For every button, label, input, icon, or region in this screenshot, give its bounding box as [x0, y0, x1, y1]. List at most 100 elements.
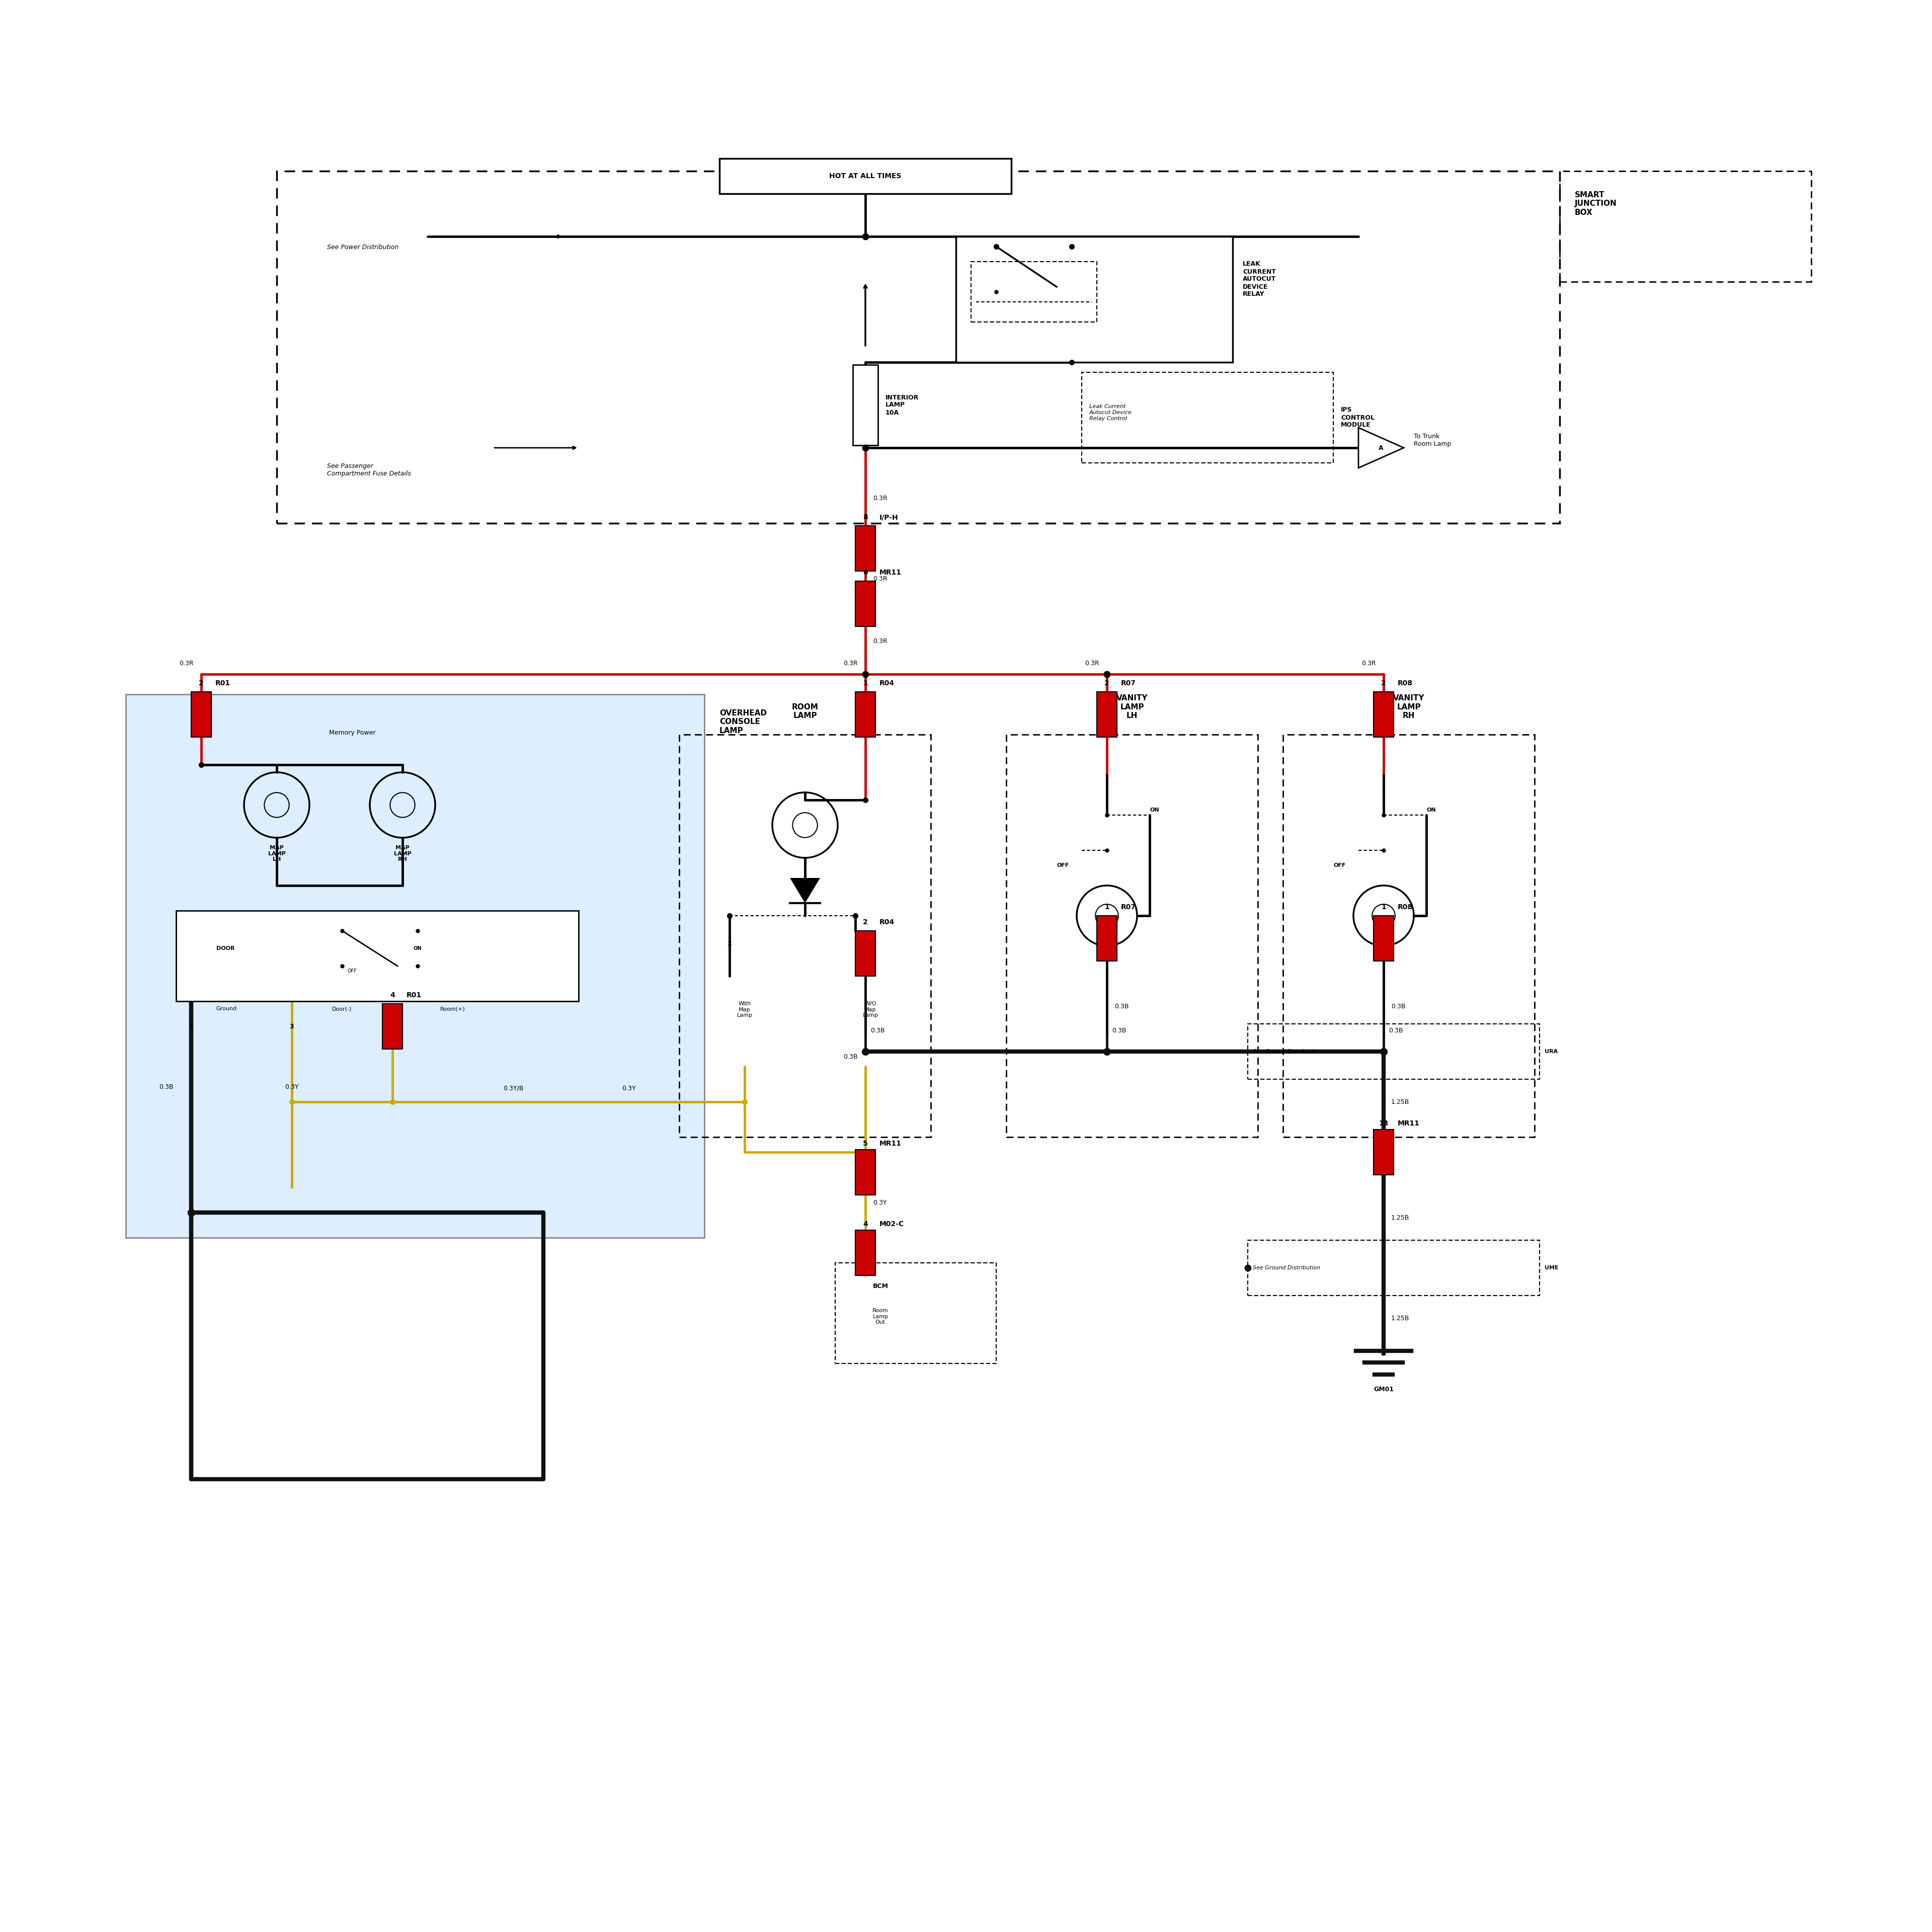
Bar — [1097, 692, 1117, 738]
Text: ON: ON — [413, 947, 421, 951]
Text: LEAK
CURRENT
AUTOCUT
DEVICE
RELAY: LEAK CURRENT AUTOCUT DEVICE RELAY — [1242, 261, 1275, 298]
Text: See Passenger
Compartment Fuse Details: See Passenger Compartment Fuse Details — [327, 464, 412, 477]
Text: See Power Distribution: See Power Distribution — [327, 243, 398, 251]
Text: HOT AT ALL TIMES: HOT AT ALL TIMES — [829, 172, 902, 180]
Text: MR11: MR11 — [879, 1140, 902, 1148]
Bar — [126, 694, 705, 1238]
Text: Room
Lamp
Out: Room Lamp Out — [873, 1308, 889, 1325]
Text: Ground: Ground — [216, 1007, 238, 1010]
Text: URA: URA — [1544, 1049, 1557, 1055]
Bar — [856, 1231, 875, 1275]
Text: BCM: BCM — [873, 1283, 889, 1289]
Text: 0.3R: 0.3R — [180, 661, 193, 667]
Text: 2: 2 — [1105, 680, 1109, 686]
Text: See Ground Distribution: See Ground Distribution — [1252, 1265, 1320, 1271]
Bar — [191, 692, 211, 738]
Text: Room(+): Room(+) — [440, 1007, 466, 1010]
Bar — [856, 692, 875, 738]
Bar — [719, 158, 1010, 193]
Text: ROOM
LAMP: ROOM LAMP — [792, 703, 819, 719]
Text: Leak Current
Autocut Device
Relay Control: Leak Current Autocut Device Relay Contro… — [1090, 404, 1132, 421]
Bar — [956, 236, 1233, 363]
Text: IPS
CONTROL
MODULE: IPS CONTROL MODULE — [1341, 408, 1374, 429]
Text: 0.3B: 0.3B — [871, 1028, 885, 1034]
Bar — [856, 931, 875, 976]
Text: 1.25B: 1.25B — [1391, 1215, 1410, 1221]
Text: 0.3B: 0.3B — [1113, 1028, 1126, 1034]
Text: R01: R01 — [406, 991, 421, 999]
Text: R08: R08 — [1397, 904, 1412, 910]
Text: 8: 8 — [864, 514, 867, 522]
Text: INTERIOR
LAMP
10A: INTERIOR LAMP 10A — [885, 394, 920, 415]
Text: 3: 3 — [290, 1024, 294, 1030]
Text: 0.3B: 0.3B — [1389, 1028, 1403, 1034]
Text: 0.3Y: 0.3Y — [873, 1200, 887, 1206]
Text: VANITY
LAMP
RH: VANITY LAMP RH — [1393, 694, 1424, 719]
Bar — [856, 582, 875, 626]
Text: 1: 1 — [864, 680, 867, 686]
Text: Memory Power: Memory Power — [328, 730, 375, 736]
Text: 0.3R: 0.3R — [873, 576, 887, 582]
Bar — [383, 1005, 402, 1049]
Text: DOOR: DOOR — [216, 947, 234, 951]
Text: 0.3R: 0.3R — [873, 638, 887, 645]
Polygon shape — [790, 877, 819, 902]
Polygon shape — [1358, 427, 1405, 468]
Text: R07: R07 — [1121, 904, 1136, 910]
Text: 3: 3 — [726, 941, 732, 947]
Bar — [1374, 916, 1393, 960]
Text: OFF: OFF — [1057, 864, 1068, 867]
Text: 2: 2 — [1381, 680, 1385, 686]
Text: ON: ON — [1426, 808, 1435, 813]
Text: 2: 2 — [864, 920, 867, 925]
Text: OFF: OFF — [348, 968, 357, 974]
Text: MR11: MR11 — [879, 570, 902, 576]
Text: W/O
Map
Lamp: W/O Map Lamp — [862, 1001, 879, 1018]
Text: A: A — [1379, 444, 1383, 450]
Text: 5: 5 — [864, 1140, 867, 1148]
Bar — [1097, 916, 1117, 960]
Text: See Ground Distribution: See Ground Distribution — [1252, 1049, 1320, 1055]
Text: 0.3B: 0.3B — [1115, 1003, 1128, 1010]
Text: Door(-): Door(-) — [332, 1007, 352, 1010]
Text: VANITY
LAMP
LH: VANITY LAMP LH — [1117, 694, 1148, 719]
Text: R04: R04 — [879, 920, 895, 925]
Text: R01: R01 — [214, 680, 230, 686]
Text: To Trunk
Room Lamp: To Trunk Room Lamp — [1414, 433, 1451, 448]
Bar — [856, 1150, 875, 1194]
Bar — [1374, 1130, 1393, 1175]
Text: 6: 6 — [864, 570, 867, 576]
Text: 0.3R: 0.3R — [873, 495, 887, 502]
Text: 13: 13 — [1379, 1121, 1389, 1126]
Text: 0.3B: 0.3B — [1391, 1003, 1405, 1010]
Text: 0.3B: 0.3B — [158, 1084, 174, 1090]
Text: 0.3Y/B: 0.3Y/B — [502, 1086, 524, 1092]
Text: 4: 4 — [864, 1221, 867, 1227]
Bar — [1374, 692, 1393, 738]
Text: 1: 1 — [189, 1024, 193, 1030]
Text: 1: 1 — [1105, 904, 1109, 910]
Text: 1: 1 — [1381, 904, 1385, 910]
Text: ON: ON — [1150, 808, 1159, 813]
Text: 1.25B: 1.25B — [1391, 1099, 1410, 1105]
Text: MAP
LAMP
RH: MAP LAMP RH — [394, 846, 412, 862]
Bar — [856, 526, 875, 572]
Text: R07: R07 — [1121, 680, 1136, 686]
Bar — [852, 365, 877, 444]
Text: 0.3B: 0.3B — [844, 1053, 858, 1061]
Text: 4: 4 — [390, 991, 394, 999]
Text: 0.3Y: 0.3Y — [622, 1086, 636, 1092]
Text: I/P-H: I/P-H — [879, 514, 898, 522]
Text: GM01: GM01 — [1374, 1385, 1393, 1393]
Text: 1.25B: 1.25B — [1391, 1316, 1410, 1321]
Text: R04: R04 — [879, 680, 895, 686]
Text: 0.3Y: 0.3Y — [284, 1084, 299, 1090]
Text: OVERHEAD
CONSOLE
LAMP: OVERHEAD CONSOLE LAMP — [719, 709, 767, 734]
Text: OFF: OFF — [1333, 864, 1347, 867]
Text: M02-C: M02-C — [879, 1221, 904, 1227]
Text: 0.3R: 0.3R — [844, 661, 858, 667]
Text: With
Map
Lamp: With Map Lamp — [736, 1001, 752, 1018]
Bar — [176, 910, 578, 1001]
Text: 0.3R: 0.3R — [1086, 661, 1099, 667]
Text: R08: R08 — [1397, 680, 1412, 686]
